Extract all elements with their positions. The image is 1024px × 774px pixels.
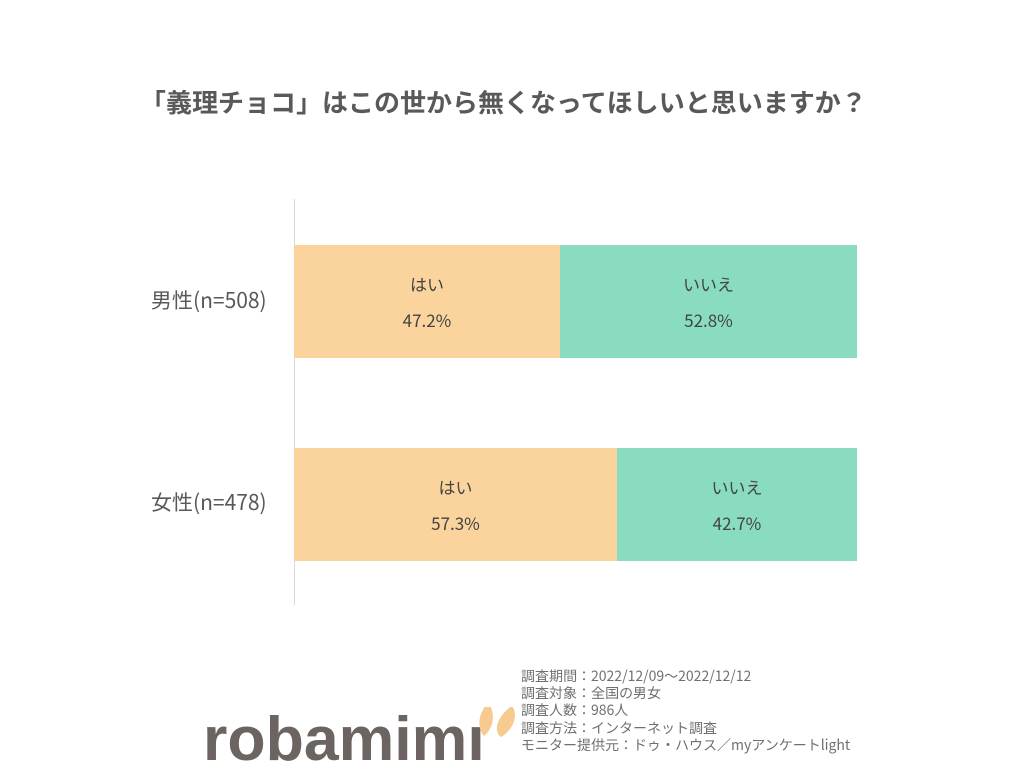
svg-text:robamimi: robamimi xyxy=(203,707,485,774)
